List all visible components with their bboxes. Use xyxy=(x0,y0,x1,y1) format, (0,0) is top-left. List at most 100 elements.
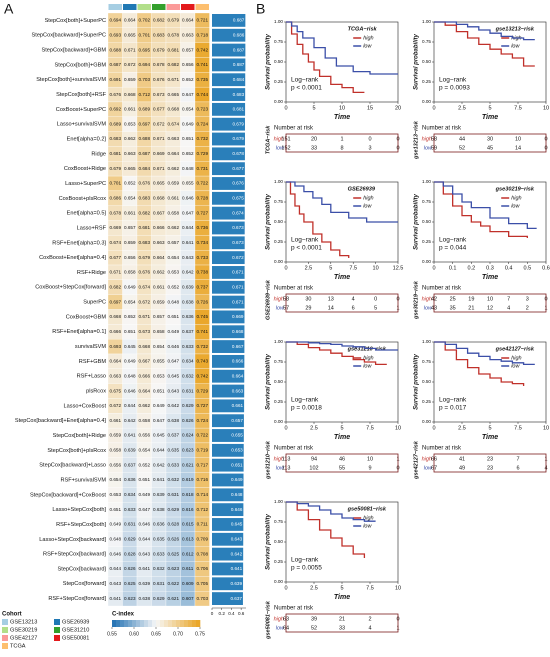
risk-title: Number at risk xyxy=(422,286,462,292)
cell-label: 0.649 xyxy=(153,403,165,408)
cell-label: 0.649 xyxy=(168,329,180,334)
y-axis-title: Survival probability xyxy=(266,33,272,89)
cell-label: 0.694 xyxy=(110,18,122,23)
y-tick-label: 1.00 xyxy=(274,179,283,184)
cell-label: 0.657 xyxy=(153,314,165,319)
mean-label: 0.679 xyxy=(232,121,244,126)
cell-label: 0.663 xyxy=(124,151,136,156)
x-tick-label: 2.5 xyxy=(458,105,466,111)
cell-label: 0.743 xyxy=(197,359,209,364)
row-label: SuperPC xyxy=(83,300,106,306)
colorbar-step xyxy=(132,620,137,627)
mean-bar xyxy=(212,384,245,398)
risk-y-title: gse42127−risk xyxy=(413,440,419,480)
x-tick-label: 10 xyxy=(395,585,401,591)
legend-swatch xyxy=(2,643,8,649)
cell-label: 0.649 xyxy=(139,492,151,497)
risk-count: 0 xyxy=(368,136,371,142)
cell-label: 0.644 xyxy=(153,448,165,453)
legend-swatch xyxy=(2,619,8,625)
colorbar-step xyxy=(172,620,177,627)
cohort-strip xyxy=(108,4,122,10)
cell-label: 0.732 xyxy=(197,344,209,349)
row-label: Lasso+StepCox[both] xyxy=(52,507,106,513)
risk-count: 13 xyxy=(328,296,334,302)
cell-label: 0.683 xyxy=(110,136,122,141)
cell-label: 0.635 xyxy=(153,537,165,542)
cell-label: 0.636 xyxy=(153,522,165,527)
row-label: StepCox[both]+plsRcox xyxy=(47,448,106,454)
risk-title: Number at risk xyxy=(274,446,314,452)
legend-label: GSE26939 xyxy=(62,619,89,625)
risk-count: 52 xyxy=(459,145,465,151)
cell-label: 0.651 xyxy=(124,329,136,334)
cell-label: 0.742 xyxy=(197,47,209,52)
km-curve xyxy=(434,21,535,41)
cell-label: 0.682 xyxy=(110,284,122,289)
cell-label: 0.692 xyxy=(110,107,122,112)
cell-label: 0.703 xyxy=(197,596,209,601)
cell-label: 0.612 xyxy=(182,551,194,556)
cell-label: 0.679 xyxy=(110,166,122,171)
y-tick-label: 0.50 xyxy=(274,219,283,224)
cell-label: 0.688 xyxy=(110,47,122,52)
cell-label: 0.727 xyxy=(197,210,209,215)
cell-label: 0.648 xyxy=(110,537,122,542)
risk-box xyxy=(285,133,399,153)
cell-label: 0.632 xyxy=(168,477,180,482)
annotation: p = 0.0018 xyxy=(291,405,322,412)
cell-label: 0.665 xyxy=(124,166,136,171)
colorbar-step xyxy=(160,620,165,627)
cell-label: 0.664 xyxy=(110,359,122,364)
cell-label: 0.618 xyxy=(182,492,194,497)
cell-label: 0.689 xyxy=(139,107,151,112)
cell-label: 0.708 xyxy=(197,551,209,556)
cell-label: 0.659 xyxy=(124,77,136,82)
row-label: StepCox[backward]+SuperPC xyxy=(32,33,106,39)
risk-count: 33 xyxy=(311,145,317,151)
risk-count: 10 xyxy=(515,136,521,142)
cell-label: 0.639 xyxy=(124,448,136,453)
mean-label: 0.683 xyxy=(233,92,245,97)
x-tick-label: 5 xyxy=(488,425,491,431)
cell-label: 0.655 xyxy=(153,359,165,364)
cell-label: 0.622 xyxy=(168,581,180,586)
cell-label: 0.639 xyxy=(139,581,151,586)
mean-bar xyxy=(212,43,246,57)
row-label: Lasso+StepCox[backward] xyxy=(39,537,106,543)
x-tick-label: 0 xyxy=(432,105,435,111)
mean-label: 0.651 xyxy=(231,462,243,467)
row-label: Lasso+survivalSVM xyxy=(57,122,107,128)
cell-label: 0.647 xyxy=(139,507,151,512)
cell-label: 0.662 xyxy=(124,136,136,141)
cell-label: 0.646 xyxy=(139,522,151,527)
risk-box xyxy=(285,613,399,633)
cell-label: 0.631 xyxy=(182,388,194,393)
cell-label: 0.697 xyxy=(110,299,122,304)
cell-label: 0.668 xyxy=(110,314,122,319)
cell-label: 0.607 xyxy=(182,596,194,601)
y-tick-label: 0.50 xyxy=(274,379,283,384)
cell-label: 0.649 xyxy=(110,522,122,527)
y-tick-label: 0.75 xyxy=(422,39,431,44)
y-tick-label: 0.00 xyxy=(422,259,431,264)
risk-box xyxy=(285,453,399,473)
risk-count: 102 xyxy=(309,465,318,471)
cell-label: 0.663 xyxy=(153,240,165,245)
risk-count: 12 xyxy=(487,305,493,311)
x-tick-label: 0.4 xyxy=(505,265,513,271)
cell-label: 0.682 xyxy=(139,210,151,215)
y-axis-title: Survival probability xyxy=(266,193,272,249)
cell-label: 0.621 xyxy=(168,596,180,601)
cell-label: 0.644 xyxy=(182,225,194,230)
row-label: StepCox[both]+survivalSVM xyxy=(36,77,106,83)
x-tick-label: 0 xyxy=(211,611,214,616)
row-label: survivalSVM xyxy=(75,344,106,350)
risk-y-title: gse30219−risk xyxy=(413,280,419,320)
mean-label: 0.668 xyxy=(232,329,244,334)
legend-label: GSE50081 xyxy=(62,635,89,641)
mean-bar xyxy=(212,280,245,294)
cell-label: 0.671 xyxy=(110,270,122,275)
risk-count: 52 xyxy=(311,625,317,631)
colorbar-step xyxy=(112,620,117,627)
